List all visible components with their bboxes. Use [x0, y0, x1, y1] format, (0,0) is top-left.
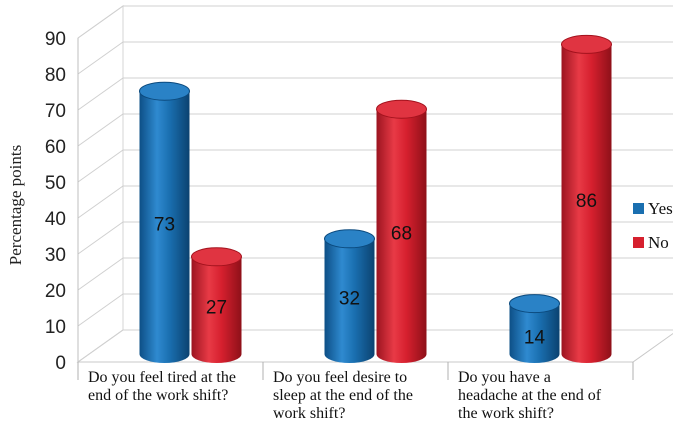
side-wall	[77, 5, 124, 363]
legend-label-no: No	[648, 233, 669, 252]
gridline	[77, 257, 673, 291]
bar-yes-3	[509, 303, 560, 363]
y-tick-label: 50	[45, 173, 66, 194]
category-label-line: the work shift?	[458, 405, 554, 422]
category-label-line: end of the work shift?	[88, 387, 228, 404]
data-label: 68	[391, 224, 412, 245]
gridline	[77, 293, 673, 327]
gridline	[77, 113, 673, 147]
y-tick-label: 10	[45, 317, 66, 338]
category-label-line: Do you feel desire to	[273, 369, 407, 386]
gridline	[77, 5, 673, 39]
y-tick-label: 70	[45, 101, 66, 122]
category-label-2: Do you feel desire to sleep at the end of…	[273, 369, 413, 422]
gridline	[77, 77, 673, 111]
category-label-line: headache at the end of	[458, 387, 602, 404]
legend-swatch-no	[633, 237, 644, 248]
gridline	[77, 221, 673, 255]
y-tick-label: 90	[45, 29, 66, 50]
y-tick-label: 80	[45, 65, 66, 86]
y-tick-label: 20	[45, 281, 66, 302]
bar-no-1	[191, 256, 242, 363]
data-label: 27	[206, 297, 227, 318]
y-tick-label: 40	[45, 209, 66, 230]
category-label-line: Do you feel tired at the	[88, 369, 236, 386]
category-label-1: Do you feel tired at the end of the work …	[88, 369, 236, 404]
bar-cap-no-1	[191, 247, 242, 267]
bar-yes-2	[324, 238, 375, 363]
y-tick-label: 60	[45, 137, 66, 158]
bar-cap-yes-3	[509, 294, 560, 314]
bar-no-2	[376, 109, 427, 363]
bar-cap-no-3	[561, 34, 612, 54]
bar-cap-yes-2	[324, 229, 375, 249]
data-label: 73	[154, 215, 175, 236]
category-label-3: Do you have a headache at the end of the w…	[458, 369, 602, 422]
category-label-line: Do you have a	[458, 369, 551, 386]
category-label-line: work shift?	[273, 405, 345, 422]
data-label: 32	[339, 288, 360, 309]
gridline	[77, 329, 673, 363]
y-tick-label: 0	[55, 353, 66, 374]
bar-cap-yes-1	[139, 81, 190, 101]
legend-label-yes: Yes	[648, 199, 673, 218]
bar-yes-1	[139, 91, 190, 363]
bar-cap-no-2	[376, 99, 427, 119]
y-tick-label: 30	[45, 245, 66, 266]
legend-swatch-yes	[633, 203, 644, 214]
category-label-line: sleep at the end of the	[273, 387, 413, 404]
data-label: 14	[524, 328, 546, 349]
gridline	[77, 185, 673, 219]
gridline	[77, 149, 673, 183]
gridline	[77, 41, 673, 75]
data-label: 86	[576, 191, 597, 212]
bar-no-3	[561, 44, 612, 364]
y-axis-label: Percentage points	[6, 145, 25, 265]
